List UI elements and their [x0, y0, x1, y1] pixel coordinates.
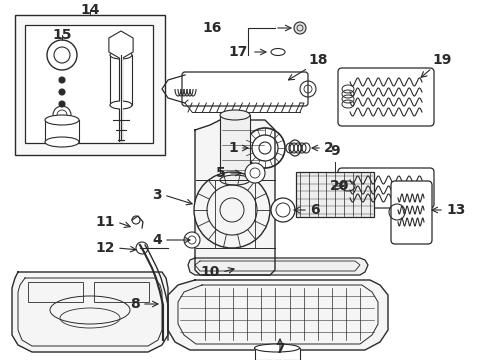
Text: 9: 9 — [329, 144, 339, 158]
Circle shape — [59, 77, 65, 83]
Text: 10: 10 — [200, 265, 220, 279]
Bar — [28, 282, 83, 302]
Bar — [45, 120, 79, 142]
Ellipse shape — [270, 49, 285, 55]
Text: 15: 15 — [52, 28, 71, 42]
Text: 6: 6 — [309, 203, 319, 217]
FancyBboxPatch shape — [182, 72, 307, 106]
Bar — [254, 348, 299, 360]
Text: 1: 1 — [228, 141, 238, 155]
Bar — [110, 55, 132, 105]
Text: 17: 17 — [227, 45, 247, 59]
Circle shape — [244, 128, 285, 168]
Ellipse shape — [45, 115, 79, 125]
Bar — [94, 282, 149, 302]
Ellipse shape — [220, 110, 249, 120]
Bar — [15, 15, 164, 155]
Polygon shape — [168, 280, 387, 350]
Text: 19: 19 — [431, 53, 450, 67]
Bar — [220, 115, 249, 180]
Text: 8: 8 — [130, 297, 140, 311]
Text: 7: 7 — [275, 342, 284, 356]
Text: 3: 3 — [152, 188, 162, 202]
Text: 18: 18 — [307, 53, 327, 67]
FancyBboxPatch shape — [390, 181, 431, 244]
Circle shape — [270, 198, 294, 222]
Ellipse shape — [45, 137, 79, 147]
Circle shape — [194, 172, 269, 248]
Text: 14: 14 — [80, 3, 100, 17]
Ellipse shape — [288, 140, 301, 156]
FancyBboxPatch shape — [337, 168, 433, 208]
Text: 2: 2 — [324, 141, 333, 155]
Polygon shape — [187, 258, 367, 275]
Ellipse shape — [110, 101, 132, 109]
Text: 11: 11 — [95, 215, 115, 229]
Polygon shape — [12, 272, 168, 352]
Polygon shape — [195, 120, 274, 275]
Text: 12: 12 — [95, 241, 115, 255]
Bar — [295, 172, 373, 217]
Circle shape — [244, 163, 264, 183]
Ellipse shape — [110, 51, 132, 59]
Text: 4: 4 — [152, 233, 162, 247]
Circle shape — [59, 89, 65, 95]
Bar — [25, 25, 153, 143]
Text: 16: 16 — [202, 21, 222, 35]
Text: 13: 13 — [445, 203, 465, 217]
Circle shape — [59, 101, 65, 107]
FancyBboxPatch shape — [337, 68, 433, 126]
Circle shape — [293, 22, 305, 34]
Ellipse shape — [254, 344, 299, 352]
Text: 5: 5 — [216, 166, 225, 180]
Circle shape — [183, 232, 200, 248]
Ellipse shape — [220, 175, 249, 185]
Text: 20: 20 — [329, 179, 348, 193]
